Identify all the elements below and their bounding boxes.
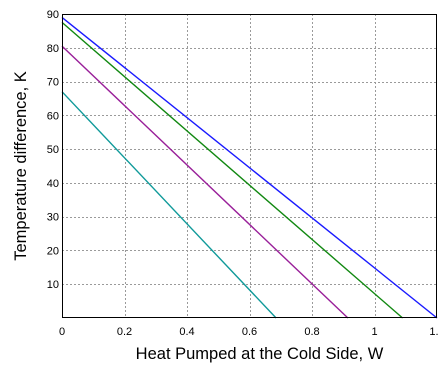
x-tick-label: 0.2 <box>117 326 132 338</box>
x-tick-label: 0.4 <box>179 326 194 338</box>
series-line-1 <box>61 16 438 319</box>
y-tick-label: 80 <box>47 43 59 55</box>
y-tick-label: 90 <box>47 9 59 21</box>
y-axis-title: Temperature difference, K <box>12 71 30 261</box>
series-lines <box>61 16 438 319</box>
y-tick-label: 40 <box>47 178 59 190</box>
y-tick-label: 10 <box>47 279 59 291</box>
y-tick-labels: 10 20 30 40 50 60 70 80 90 <box>47 9 59 291</box>
grid-lines <box>62 14 437 318</box>
x-tick-label: 0.8 <box>304 326 319 338</box>
series-line-4 <box>61 91 277 319</box>
series-line-2 <box>61 21 404 319</box>
x-axis-title: Heat Pumped at the Cold Side, W <box>136 345 384 363</box>
y-tick-label: 60 <box>47 110 59 122</box>
x-tick-label: 1.2 <box>429 326 439 338</box>
x-tick-label: 1 <box>371 326 377 338</box>
series-line-3 <box>61 45 349 319</box>
y-tick-label: 70 <box>47 77 59 89</box>
plot-area-border <box>62 14 437 318</box>
y-tick-label: 30 <box>47 212 59 224</box>
x-tick-labels: 0 0.2 0.4 0.6 0.8 1 1.2 <box>59 326 439 338</box>
x-tick-label: 0.6 <box>242 326 257 338</box>
y-tick-label: 50 <box>47 144 59 156</box>
y-tick-label: 20 <box>47 245 59 257</box>
x-tick-label: 0 <box>59 326 65 338</box>
